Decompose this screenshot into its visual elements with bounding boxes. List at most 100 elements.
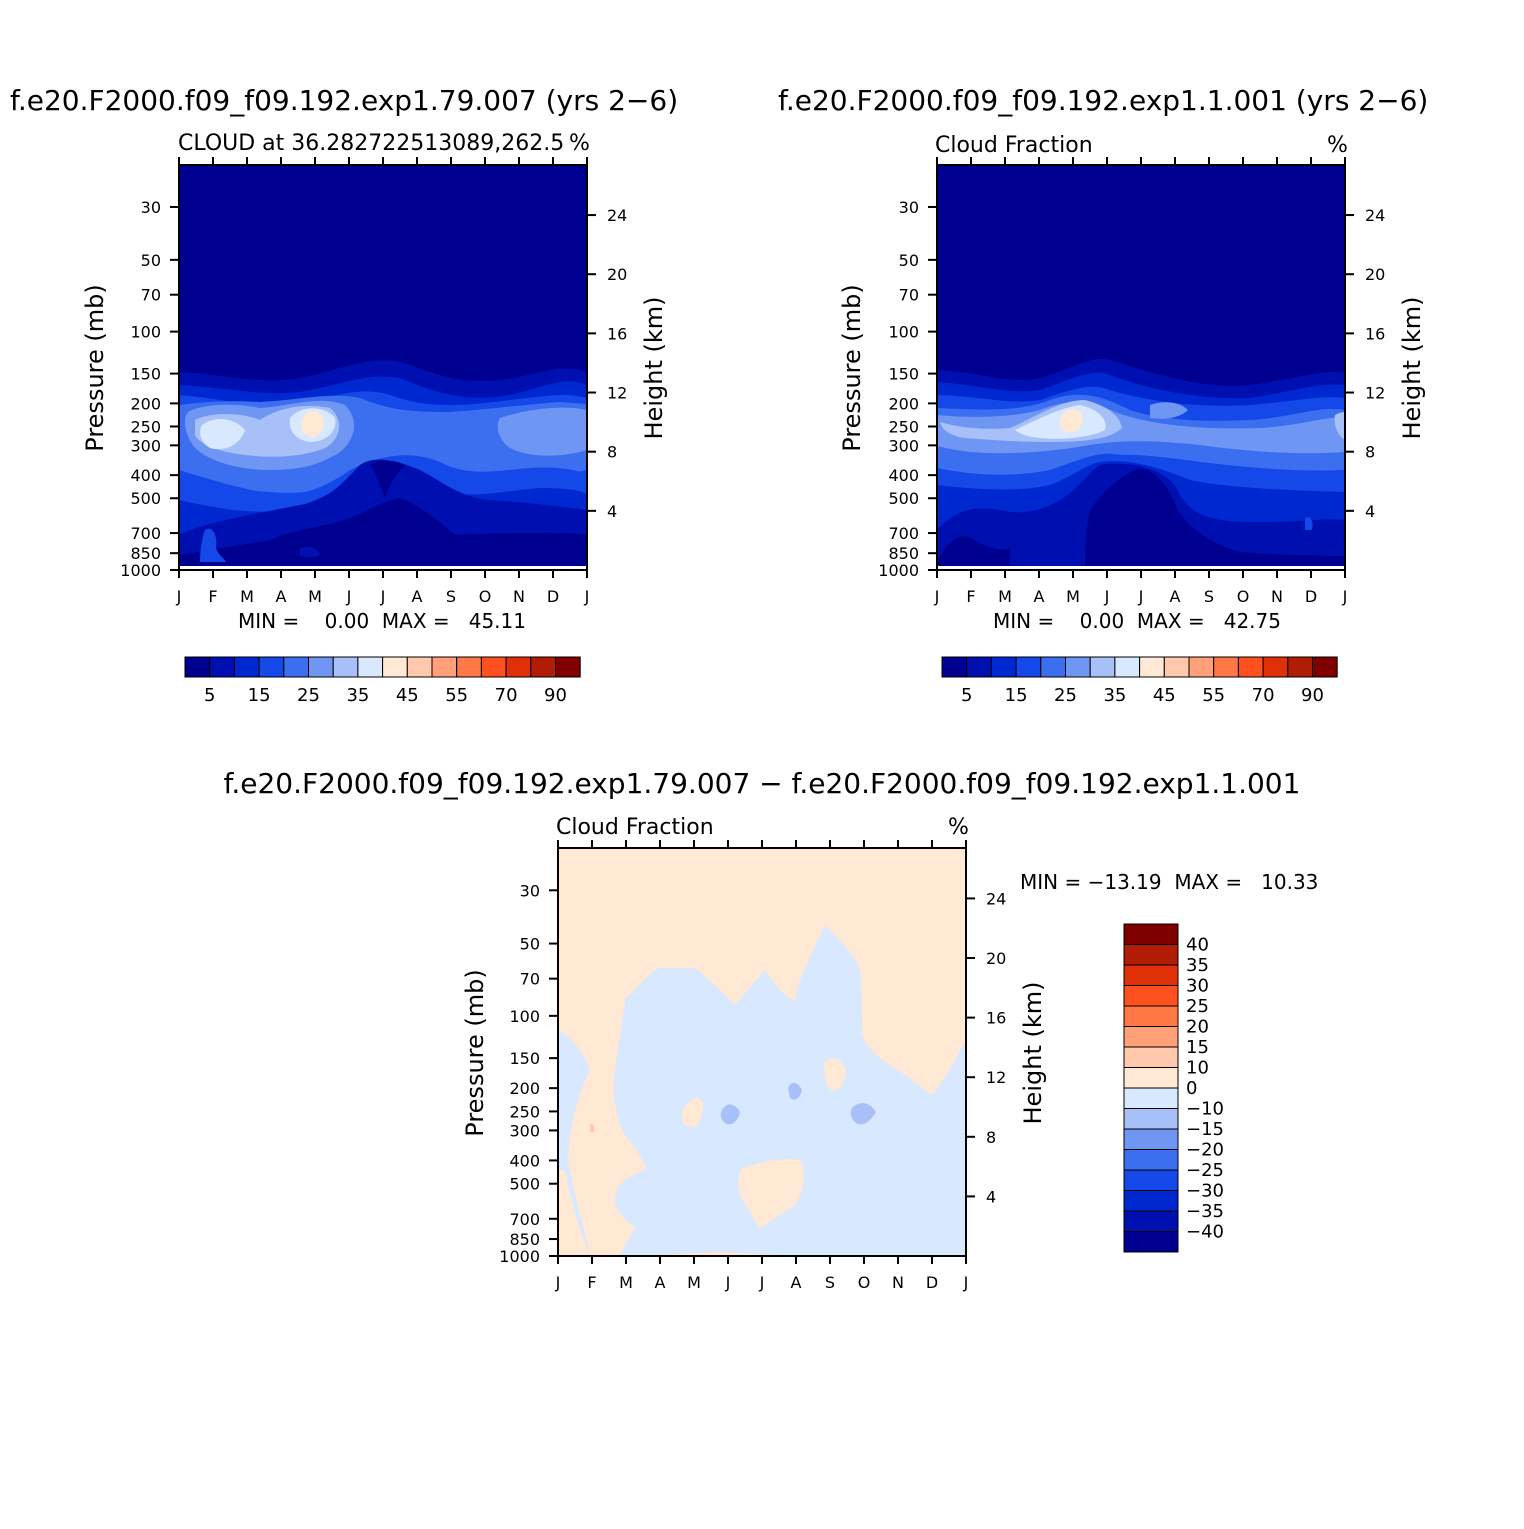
y-tick-label: 500 (888, 489, 919, 508)
y-tick-label: 30 (899, 198, 919, 217)
colorbar-label: 5 (204, 685, 215, 706)
colorbar-label: 70 (1252, 685, 1275, 706)
colorbar-box (1123, 964, 1179, 986)
x-tick-label: O (1237, 587, 1250, 606)
colorbar-label: 35 (1103, 685, 1126, 706)
colorbar-box (357, 656, 384, 678)
colorbar-box (1123, 1210, 1179, 1232)
y-tick-label-right: 4 (986, 1187, 996, 1206)
x-tick-label: J (584, 587, 590, 606)
panel-3-ylabel: Pressure (mb) (461, 969, 489, 1136)
y-tick-label: 400 (509, 1151, 540, 1170)
y-tick-label: 200 (509, 1079, 540, 1098)
y-tick-label: 850 (888, 544, 919, 563)
x-tick-label: J (934, 587, 940, 606)
y-tick-label: 70 (899, 286, 919, 305)
colorbar-label: −30 (1186, 1181, 1224, 1202)
colorbar-box (1123, 1087, 1179, 1109)
y-tick-label: 150 (509, 1049, 540, 1068)
y-tick-label-right: 12 (607, 384, 627, 403)
colorbar-box (1287, 656, 1314, 678)
panel-1-ylabel: Pressure (mb) (81, 284, 109, 451)
colorbar-box (1015, 656, 1042, 678)
colorbar-label: −20 (1186, 1140, 1224, 1161)
y-tick-label-right: 20 (986, 949, 1006, 968)
colorbar-box (480, 656, 507, 678)
colorbar-box (308, 656, 334, 678)
colorbar-label: 55 (445, 685, 468, 706)
y-tick-label-right: 12 (1365, 384, 1385, 403)
colorbar-box (1123, 1067, 1179, 1089)
panel-3-stats: MIN = −13.19 MAX = 10.33 (1020, 870, 1318, 894)
y-tick-label: 200 (888, 394, 919, 413)
y-tick-label: 50 (899, 251, 919, 270)
colorbar-box (1213, 656, 1239, 678)
y-tick-label: 300 (130, 436, 161, 455)
colorbar-box (1123, 1169, 1179, 1191)
x-tick-label: J (963, 1273, 969, 1292)
colorbar-box (1123, 1005, 1179, 1027)
panel-2-contours (937, 165, 1345, 570)
x-tick-label: J (176, 587, 182, 606)
panel-1-title: f.e20.F2000.f09_f09.192.exp1.79.007 (yrs… (10, 84, 678, 117)
y-tick-label: 500 (130, 489, 161, 508)
y-tick-label: 100 (509, 1007, 540, 1026)
panel-3-contours (558, 848, 966, 1256)
y-tick-label-right: 20 (607, 265, 627, 284)
colorbar-label: 10 (1186, 1058, 1209, 1079)
panel-3: f.e20.F2000.f09_f09.192.exp1.79.007 − f.… (224, 767, 1319, 1292)
panel-3-units: % (948, 815, 969, 840)
colorbar-box (1089, 656, 1116, 678)
x-tick-label: J (759, 1273, 765, 1292)
y-tick-label: 250 (509, 1102, 540, 1121)
panel-2-subtitle: Cloud Fraction (935, 133, 1093, 158)
panel-1-colorbar: 5 15 25 35 45 55 70 90 (184, 656, 581, 706)
x-tick-label: J (346, 587, 352, 606)
x-tick-label: O (479, 587, 492, 606)
colorbar-box (1123, 1231, 1179, 1253)
colorbar-label: 15 (248, 685, 271, 706)
y-tick-label: 700 (509, 1210, 540, 1229)
x-tick-label: M (308, 587, 322, 606)
x-tick-label: N (513, 587, 525, 606)
y-tick-label: 500 (509, 1175, 540, 1194)
x-tick-label: D (926, 1273, 938, 1292)
colorbar-label: 20 (1186, 1017, 1209, 1038)
y-tick-label: 700 (888, 524, 919, 543)
colorbar-box (456, 656, 482, 678)
colorbar-label: 25 (1186, 996, 1209, 1017)
y-tick-label: 100 (888, 323, 919, 342)
x-tick-label: J (555, 1273, 561, 1292)
y-tick-label: 50 (141, 251, 161, 270)
panel-1-stats: MIN = 0.00 MAX = 45.11 (238, 609, 526, 633)
colorbar-box (1040, 656, 1067, 678)
x-tick-label: A (1170, 587, 1181, 606)
colorbar-box (1163, 656, 1190, 678)
y-tick-label-right: 24 (607, 206, 627, 225)
y-tick-label: 250 (130, 417, 161, 436)
colorbar-box (332, 656, 359, 678)
colorbar-box (233, 656, 260, 678)
colorbar-box (1123, 1128, 1179, 1150)
y-tick-label: 100 (130, 323, 161, 342)
colorbar-box (1123, 1149, 1179, 1171)
y-tick-label: 250 (888, 417, 919, 436)
panel-2-title: f.e20.F2000.f09_f09.192.exp1.1.001 (yrs … (778, 84, 1428, 117)
y-tick-label: 200 (130, 394, 161, 413)
colorbar-box (990, 656, 1017, 678)
x-tick-label: D (547, 587, 559, 606)
x-tick-label: M (619, 1273, 633, 1292)
colorbar-label: 15 (1005, 685, 1028, 706)
x-tick-label: A (655, 1273, 666, 1292)
y-tick-label: 300 (888, 436, 919, 455)
colorbar-box (431, 656, 458, 678)
y-tick-label-right: 8 (607, 443, 617, 462)
panel-2-stats: MIN = 0.00 MAX = 42.75 (993, 609, 1281, 633)
colorbar-box (1114, 656, 1141, 678)
panel-3-ylabel-right: Height (km) (1019, 982, 1047, 1125)
colorbar-box (941, 656, 968, 678)
colorbar-label: −15 (1186, 1119, 1224, 1140)
x-tick-label: M (998, 587, 1012, 606)
